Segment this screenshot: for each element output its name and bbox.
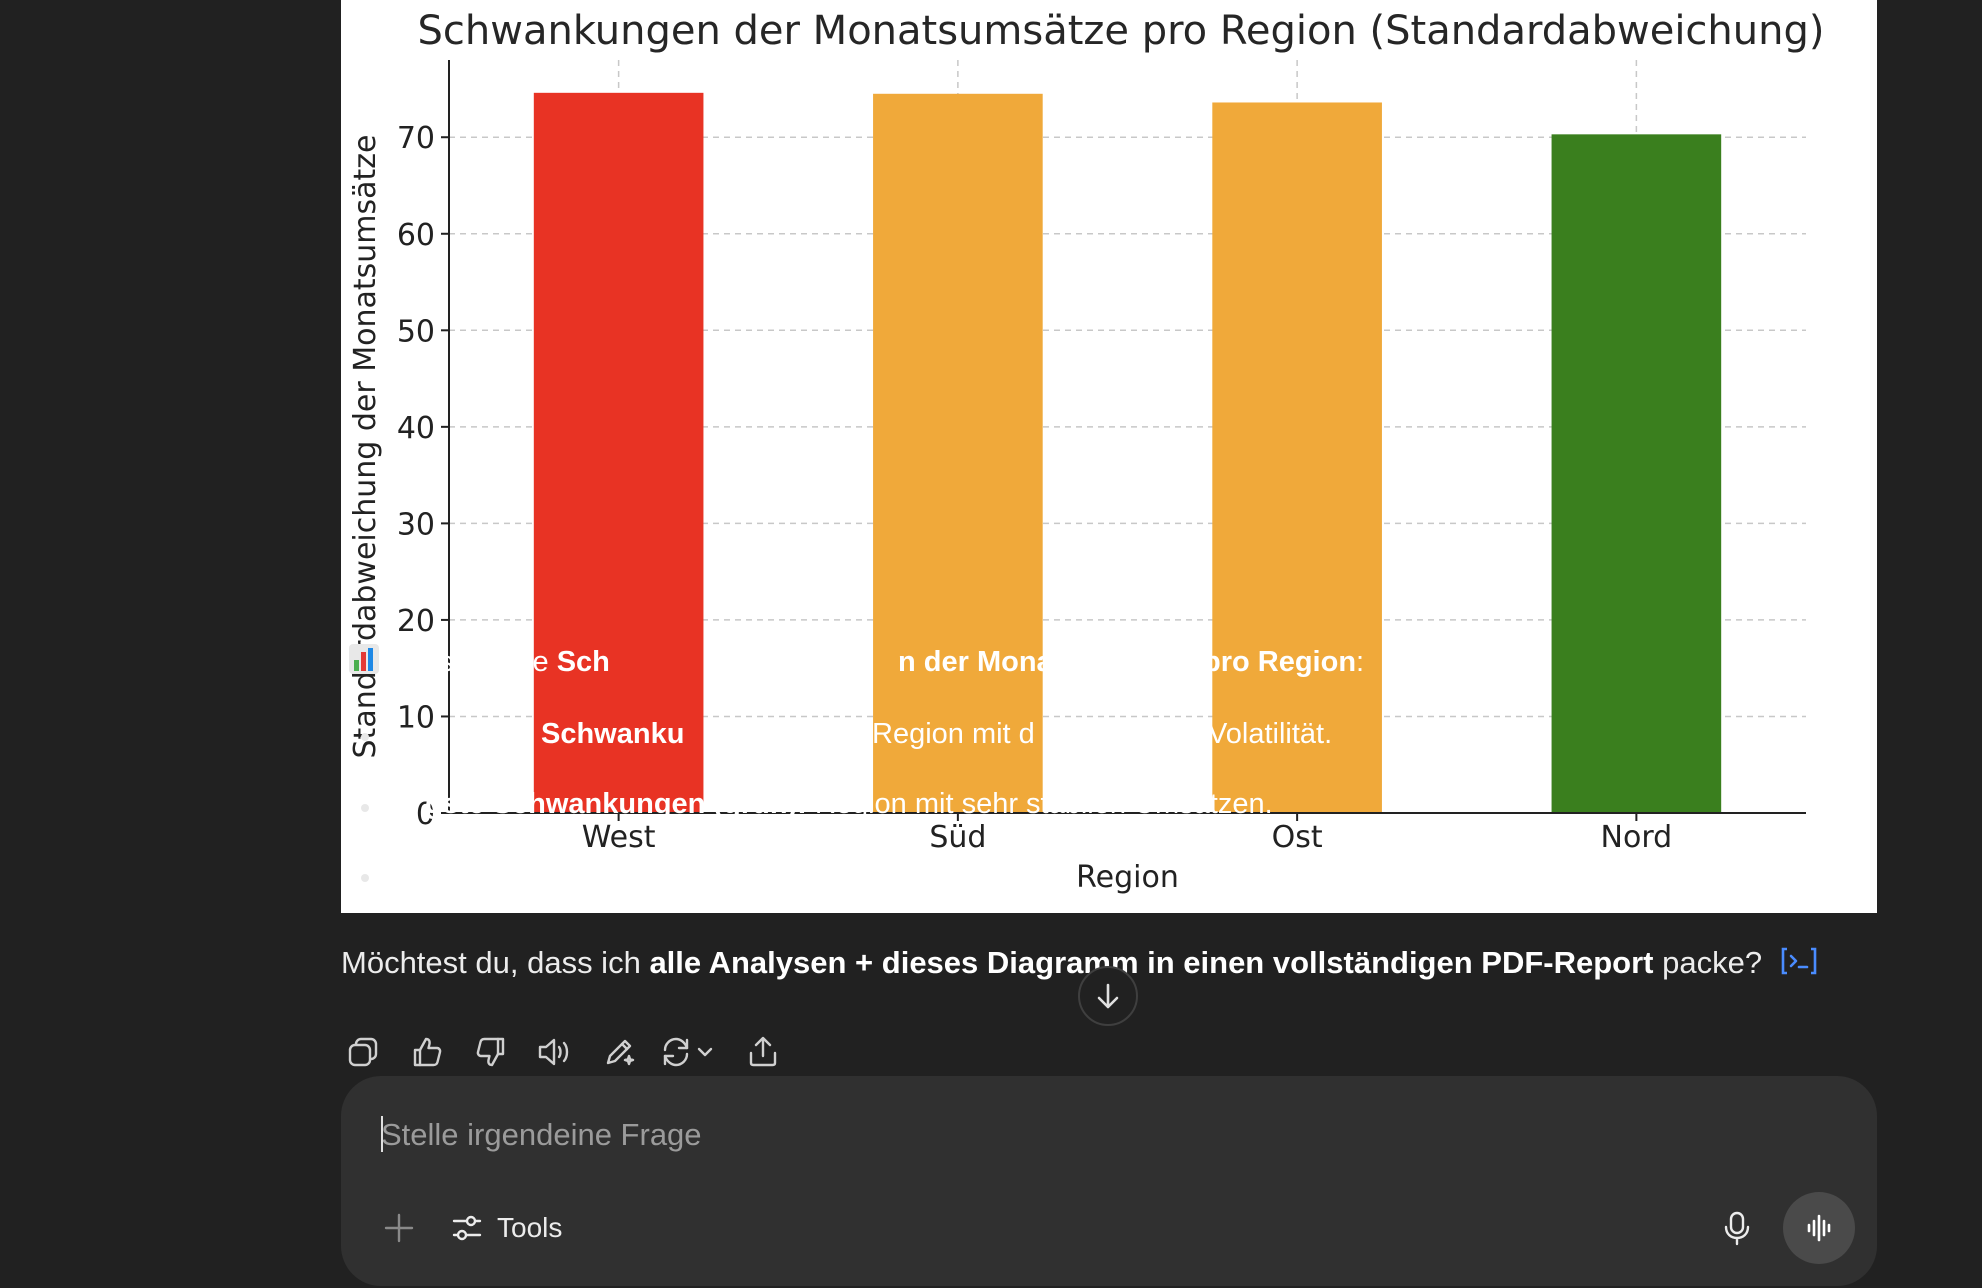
regenerate-icon — [663, 1037, 713, 1067]
chart-image: Schwankungen der Monatsumsätze pro Regio… — [341, 0, 1877, 913]
microphone-icon — [1724, 1211, 1750, 1246]
prompt-input[interactable] — [379, 1112, 1683, 1158]
overlay-bullet-2 — [361, 804, 369, 812]
share-icon — [749, 1036, 777, 1067]
message-actions — [341, 1030, 805, 1074]
share-button[interactable] — [741, 1030, 785, 1074]
overlay-line-2c: Volatilität. — [1208, 718, 1333, 750]
voice-mode-button[interactable] — [1783, 1192, 1855, 1264]
copy-button[interactable] — [341, 1030, 385, 1074]
scroll-down-button[interactable] — [1078, 966, 1138, 1026]
tools-label: Tools — [497, 1212, 563, 1243]
bar-nord — [1551, 134, 1722, 814]
edit-icon — [606, 1039, 635, 1066]
bar-süd — [873, 93, 1043, 814]
bar-ost — [1212, 102, 1382, 813]
arrow-down-icon — [1097, 983, 1119, 1009]
text-caret — [381, 1116, 383, 1152]
plus-icon — [384, 1213, 414, 1243]
dictate-button[interactable] — [1715, 1206, 1759, 1250]
overlay-line-3: gste Schwankungen (grün): Region mit seh… — [425, 788, 1273, 820]
thumbs-up-icon — [413, 1037, 442, 1067]
y-tick-label: 20 — [397, 604, 435, 639]
tools-button[interactable]: Tools — [451, 1206, 562, 1250]
thumbs-up-button[interactable] — [405, 1030, 449, 1074]
copy-icon — [348, 1037, 378, 1067]
overlay-line-2: Schwanku — [541, 718, 685, 750]
x-tick-label: West — [582, 820, 656, 855]
y-tick-label: 70 — [397, 121, 435, 156]
y-tick-label: 0 — [416, 797, 435, 832]
overlay-line-1c: pro Region: — [1203, 646, 1365, 678]
y-tick-label: 60 — [397, 218, 435, 253]
y-tick-label: 50 — [397, 314, 435, 349]
x-axis-label: Region — [1076, 860, 1179, 895]
composer: Tools — [341, 1076, 1877, 1286]
voice-waveform-icon — [1807, 1214, 1831, 1242]
overlay-line-1b: n der Mona — [898, 646, 1053, 678]
speaker-icon — [538, 1038, 569, 1066]
chart-title: Schwankungen der Monatsumsätze pro Regio… — [418, 8, 1825, 54]
thumbs-down-button[interactable] — [469, 1030, 513, 1074]
x-tick-label: Nord — [1601, 820, 1673, 855]
overlay-line-2b: Region mit d — [872, 718, 1035, 750]
sliders-icon — [452, 1215, 482, 1241]
y-tick-label: 10 — [397, 700, 435, 735]
y-tick-label: 30 — [397, 507, 435, 542]
bar-west — [533, 92, 704, 814]
add-attachment-button[interactable] — [377, 1206, 421, 1250]
thumbs-down-icon — [476, 1037, 505, 1067]
bar-chart: Schwankungen der Monatsumsätze pro Regio… — [348, 8, 1825, 895]
chart-emoji-icon — [347, 642, 381, 676]
overlay-bullet-3 — [361, 874, 369, 882]
overlay-bullet-1 — [361, 733, 369, 741]
edit-button[interactable] — [597, 1030, 641, 1074]
y-tick-label: 40 — [397, 411, 435, 446]
followup-message: Möchtest du, dass ich alle Analysen + di… — [341, 945, 1819, 985]
code-icon[interactable] — [1779, 945, 1819, 985]
overlay-line-1: st du die Sch — [439, 646, 610, 678]
regenerate-button[interactable] — [661, 1030, 721, 1074]
x-tick-label: Ost — [1272, 820, 1323, 855]
read-aloud-button[interactable] — [533, 1030, 577, 1074]
x-tick-label: Süd — [929, 820, 986, 855]
